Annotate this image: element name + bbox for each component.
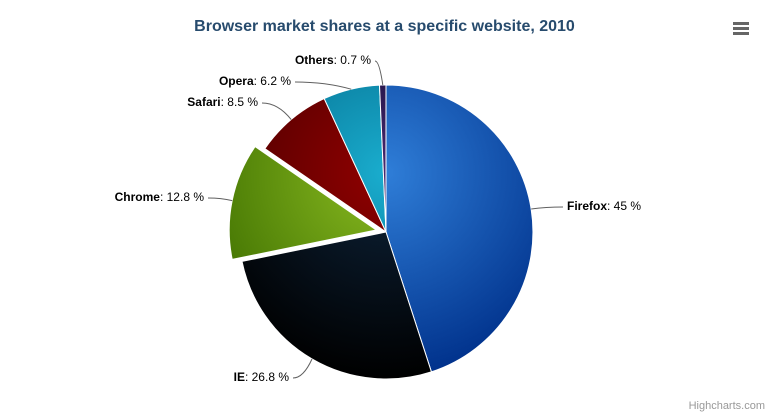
data-label[interactable]: Chrome: 12.8 % (115, 190, 204, 205)
label-connector (292, 358, 313, 379)
data-label-name: Chrome (114, 190, 160, 204)
data-label[interactable]: Firefox: 45 % (567, 199, 641, 214)
label-connector (294, 81, 352, 90)
data-label-value: : 0.7 % (333, 53, 371, 67)
chart-title: Browser market shares at a specific webs… (194, 18, 575, 35)
data-label[interactable]: Opera: 6.2 % (219, 74, 291, 89)
data-label[interactable]: IE: 26.8 % (234, 370, 289, 385)
data-label-value: : 45 % (607, 199, 642, 213)
data-label-value: : 12.8 % (159, 190, 204, 204)
data-label-value: : 6.2 % (253, 74, 291, 88)
data-label-name: Safari (187, 95, 221, 109)
data-label[interactable]: Safari: 8.5 % (187, 95, 258, 110)
data-label-name: IE (233, 370, 245, 384)
data-label-value: : 8.5 % (220, 95, 258, 109)
label-connector (261, 102, 292, 120)
pie-slice-ie[interactable] (241, 231, 433, 380)
data-label-name: Firefox (567, 199, 608, 213)
label-connector (207, 197, 233, 202)
data-label-value: : 26.8 % (244, 370, 289, 384)
data-label[interactable]: Others: 0.7 % (295, 53, 371, 68)
label-connector (531, 206, 564, 210)
hamburger-menu-icon (733, 32, 749, 35)
data-label-name: Others (294, 53, 334, 67)
pie-slice-others[interactable] (378, 84, 387, 233)
pie-slice-firefox[interactable] (385, 84, 534, 373)
credits-link[interactable]: Highcharts.com (688, 400, 765, 412)
hamburger-menu-icon (733, 27, 749, 30)
export-menu-button[interactable] (729, 20, 753, 42)
data-label-name: Opera (218, 74, 254, 88)
hamburger-menu-icon (733, 22, 749, 25)
label-connector (374, 60, 384, 86)
